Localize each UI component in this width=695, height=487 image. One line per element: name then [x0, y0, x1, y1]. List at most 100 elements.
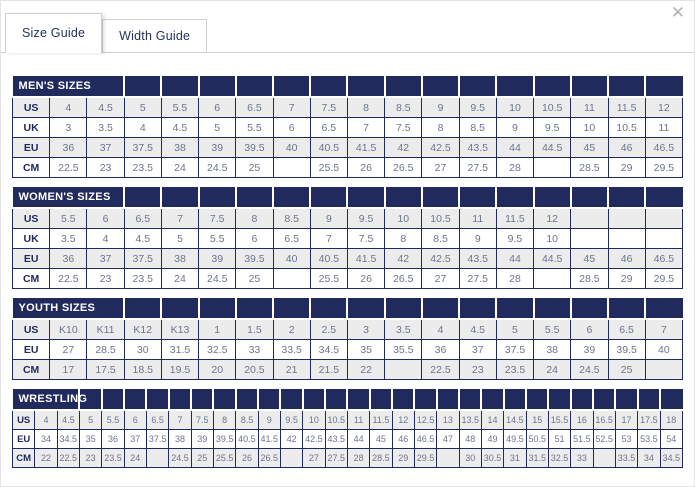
header-cell: [383, 187, 422, 209]
size-cell: 7.5: [346, 228, 386, 249]
size-cell: 33: [235, 339, 274, 360]
size-cell: 51.5: [570, 429, 594, 449]
header-cell: [391, 389, 415, 411]
header-cell: [458, 76, 497, 98]
size-cell: 44.5: [533, 137, 572, 158]
header-cell: [234, 187, 274, 209]
size-cell: 2.5: [309, 318, 348, 340]
size-row-eu: EU 34 34.5 35 36 37 37.5 38 39 39.5 40.5 41.5 42 42.5…: [11, 429, 684, 449]
size-cell: 42: [279, 429, 304, 449]
size-cell: 7: [644, 318, 684, 340]
table-title: WRESTLING: [12, 389, 87, 411]
size-cell: [592, 448, 616, 468]
table-header-row: MEN'S SIZES: [12, 76, 683, 98]
header-cell: [301, 389, 326, 411]
size-cell: 43.5: [324, 429, 348, 449]
size-cell: 32.5: [198, 339, 237, 360]
size-cell: 11.5: [369, 409, 393, 430]
size-cell: 10.5: [607, 117, 646, 138]
size-cell: 9.5: [458, 96, 497, 118]
size-cell: 46: [607, 137, 646, 158]
size-cell: 29.5: [413, 448, 438, 468]
size-cell: K11: [86, 318, 125, 340]
size-row-cm: CM 17 17.5 18.5 19.5 20 20.5 21 21.5 22 22.5 23 23.5…: [11, 359, 684, 380]
table-header-row: YOUTH SIZES: [12, 298, 683, 320]
size-cell: 38: [160, 248, 200, 269]
size-cell: 40: [644, 339, 684, 360]
size-cell: 6.5: [123, 207, 162, 229]
size-cell: 4: [86, 228, 125, 249]
size-cell: 10.5: [421, 207, 460, 229]
header-cell: [145, 389, 169, 411]
size-cell: 36: [421, 339, 460, 360]
size-cell: 16: [570, 409, 594, 430]
size-cell: 5: [160, 228, 200, 249]
header-cell: [190, 389, 214, 411]
tab-width-guide[interactable]: Width Guide: [102, 19, 208, 52]
size-cell: 6: [272, 117, 311, 138]
size-cell: 3.5: [86, 117, 125, 138]
size-cell: 39: [190, 429, 214, 449]
size-cell: 23.5: [101, 448, 125, 468]
size-cell: 23.5: [495, 359, 535, 380]
size-cell: 5.5: [198, 228, 237, 249]
size-cell: 43.5: [458, 137, 497, 158]
size-cell: 7.5: [384, 117, 423, 138]
size-cell: 3.5: [384, 318, 423, 340]
size-cell: 53: [614, 429, 639, 449]
tab-size-guide[interactable]: Size Guide: [5, 13, 103, 53]
header-cell: [309, 298, 348, 320]
size-cell: 23.5: [123, 157, 162, 178]
size-cell: 6.5: [272, 228, 311, 249]
size-cell: [570, 228, 609, 249]
header-cell: [279, 389, 303, 411]
size-cell: 39.5: [235, 248, 274, 269]
size-cell: 24: [160, 268, 200, 289]
size-cell: [570, 207, 609, 229]
size-cell: 24: [160, 157, 200, 178]
size-cell: 4: [123, 117, 162, 138]
header-cell: [413, 389, 437, 411]
row-label: CM: [11, 448, 36, 468]
row-label: US: [11, 409, 36, 430]
size-cell: [384, 359, 423, 380]
size-cell: 28.5: [570, 157, 609, 178]
size-cell: 9: [458, 228, 497, 249]
table-header-row: WOMEN'S SIZES: [12, 187, 683, 209]
size-cell: 10.5: [533, 96, 572, 118]
size-cell: 54: [659, 429, 684, 449]
size-cell: 5.5: [533, 318, 572, 340]
size-cell: 28: [346, 448, 371, 468]
size-cell: 32.5: [547, 448, 572, 468]
size-cell: 6.5: [607, 318, 646, 340]
size-cell: 36: [49, 137, 88, 158]
size-cell: 8.5: [458, 117, 497, 138]
close-icon[interactable]: ✕: [670, 3, 685, 22]
header-cell: [324, 389, 348, 411]
header-cell: [123, 389, 147, 411]
size-cell: 5: [123, 96, 162, 118]
header-cell: [383, 76, 422, 98]
header-cell: [197, 76, 236, 98]
header-cell: [480, 389, 504, 411]
size-tables: MEN'S SIZES US 4 4.5 5 5.5 6 6.5 7 7.5 8 8.5 9 9.5 10 1…: [1, 53, 694, 468]
size-cell: 27.5: [458, 268, 497, 289]
size-cell: 25.5: [212, 448, 237, 468]
size-cell: 24: [533, 359, 572, 380]
header-cell: [100, 389, 125, 411]
size-cell: 14.5: [503, 409, 527, 430]
size-cell: 36: [49, 248, 88, 269]
row-label: US: [11, 96, 51, 118]
size-cell: 44: [495, 137, 535, 158]
size-cell: 7: [346, 117, 386, 138]
size-cell: 28.5: [86, 339, 125, 360]
size-cell: 17: [49, 359, 88, 380]
size-cell: 1: [198, 318, 237, 340]
size-cell: 21.5: [309, 359, 348, 380]
size-cell: 39: [570, 339, 609, 360]
size-cell: 42.5: [421, 248, 460, 269]
size-cell: [272, 157, 311, 178]
header-cell: [569, 76, 608, 98]
size-cell: 34: [34, 429, 58, 449]
size-cell: 42: [384, 137, 423, 158]
